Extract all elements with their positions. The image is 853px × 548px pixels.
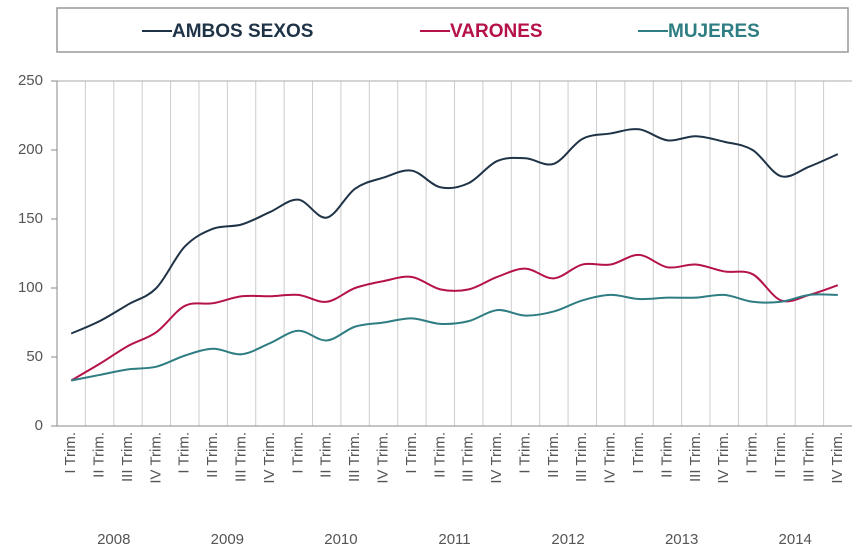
year-label: 2011 bbox=[438, 531, 470, 548]
y-tick-label: 100 bbox=[18, 279, 43, 296]
y-tick-label: 0 bbox=[35, 417, 43, 434]
year-label: 2012 bbox=[551, 531, 584, 548]
year-label: 2010 bbox=[324, 531, 357, 548]
year-label: 2008 bbox=[97, 531, 130, 548]
legend-box bbox=[56, 7, 849, 53]
y-tick-label: 200 bbox=[18, 141, 43, 158]
x-tick-label: IV Trim. bbox=[488, 432, 505, 484]
x-tick-label: II Trim. bbox=[204, 432, 221, 478]
x-tick-label: IV Trim. bbox=[829, 432, 846, 484]
x-tick-label: I Trim. bbox=[744, 432, 761, 474]
x-tick-label: II Trim. bbox=[91, 432, 108, 478]
year-label: 2014 bbox=[779, 531, 812, 548]
x-tick-label: III Trim. bbox=[687, 432, 704, 482]
x-tick-label: I Trim. bbox=[516, 432, 533, 474]
series-line bbox=[70, 253, 839, 382]
x-tick-label: IV Trim. bbox=[147, 432, 164, 484]
x-tick-label: II Trim. bbox=[658, 432, 675, 478]
x-tick-label: II Trim. bbox=[772, 432, 789, 478]
x-tick-label: IV Trim. bbox=[715, 432, 732, 484]
x-tick-label: II Trim. bbox=[318, 432, 335, 478]
x-tick-label: I Trim. bbox=[289, 432, 306, 474]
x-tick-label: I Trim. bbox=[403, 432, 420, 474]
x-tick-label: IV Trim. bbox=[374, 432, 391, 484]
x-tick-label: I Trim. bbox=[176, 432, 193, 474]
x-tick-label: II Trim. bbox=[545, 432, 562, 478]
year-label: 2013 bbox=[665, 531, 698, 548]
legend-text: MUJERES bbox=[668, 21, 760, 42]
y-tick-label: 150 bbox=[18, 210, 43, 227]
x-tick-label: III Trim. bbox=[346, 432, 363, 482]
legend-text: VARONES bbox=[450, 21, 543, 42]
series-line bbox=[71, 293, 838, 382]
x-tick-label: III Trim. bbox=[800, 432, 817, 482]
year-label: 2009 bbox=[211, 531, 244, 548]
x-tick-label: III Trim. bbox=[573, 432, 590, 482]
x-tick-label: III Trim. bbox=[460, 432, 477, 482]
y-tick-label: 250 bbox=[18, 72, 43, 89]
legend-text: AMBOS SEXOS bbox=[172, 21, 313, 42]
x-tick-label: II Trim. bbox=[431, 432, 448, 478]
x-tick-label: III Trim. bbox=[233, 432, 250, 482]
y-tick-label: 50 bbox=[26, 348, 43, 365]
x-tick-label: I Trim. bbox=[62, 432, 79, 474]
series-line bbox=[70, 128, 839, 335]
x-tick-label: IV Trim. bbox=[261, 432, 278, 484]
x-tick-label: I Trim. bbox=[630, 432, 647, 474]
x-tick-label: IV Trim. bbox=[602, 432, 619, 484]
x-tick-label: III Trim. bbox=[119, 432, 136, 482]
